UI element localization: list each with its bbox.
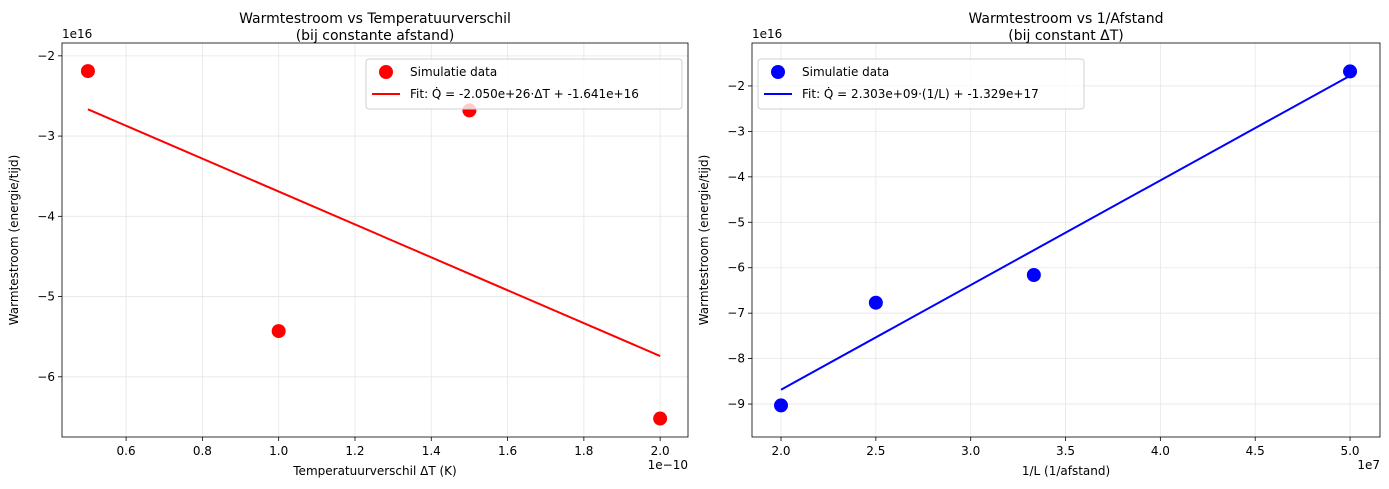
x-tick-label: 0.6: [117, 444, 136, 458]
axes-frame: [751, 42, 1381, 438]
y-tick-label: −9: [727, 397, 745, 411]
data-point: [80, 64, 95, 79]
y-tick-label: −2: [727, 79, 745, 93]
y-offset-label: 1e16: [62, 27, 92, 41]
data-point: [1026, 267, 1041, 282]
legend-box: [757, 58, 1085, 110]
data-point: [653, 411, 668, 426]
y-tick-label: −3: [37, 129, 55, 143]
legend-label: Fit: Q̇ = -2.050e+26·ΔT + -1.641e+16: [410, 87, 639, 101]
legend-box: [365, 58, 683, 110]
x-tick-label: 3.0: [961, 444, 980, 458]
chart-title: Warmtestroom vs Temperatuurverschil: [239, 11, 511, 27]
y-axis-label: Warmtestroom (energie/tijd): [7, 155, 21, 326]
x-tick-label: 3.5: [1056, 444, 1075, 458]
fit-line: [87, 108, 661, 357]
y-tick-label: −2: [37, 49, 55, 63]
data-point: [868, 295, 883, 310]
y-tick-label: −5: [727, 215, 745, 229]
legend-label: Simulatie data: [802, 65, 889, 79]
axes-frame: [61, 42, 689, 438]
legend-label: Fit: Q̇ = 2.303e+09·(1/L) + -1.329e+17: [802, 87, 1039, 101]
x-tick-label: 2.5: [866, 444, 885, 458]
x-tick-label: 0.8: [193, 444, 212, 458]
x-offset-label: 1e7: [1357, 458, 1380, 472]
chart-subtitle: (bij constant ΔT): [1008, 28, 1123, 44]
x-tick-label: 1.4: [422, 444, 441, 458]
chart-subtitle: (bij constante afstand): [296, 28, 455, 44]
x-tick-label: 4.0: [1151, 444, 1170, 458]
x-axis-label: Temperatuurverschil ΔT (K): [292, 464, 456, 478]
data-point: [774, 398, 789, 413]
y-tick-label: −6: [37, 370, 55, 384]
data-point: [1343, 64, 1358, 79]
y-tick-label: −6: [727, 261, 745, 275]
data-point: [271, 324, 286, 339]
y-tick-label: −4: [37, 209, 55, 223]
y-tick-label: −5: [37, 290, 55, 304]
y-tick-label: −7: [727, 306, 745, 320]
chart-title: Warmtestroom vs 1/Afstand: [968, 11, 1163, 27]
x-tick-label: 2.0: [651, 444, 670, 458]
legend-marker-scatter: [771, 65, 785, 79]
fit-line: [780, 74, 1351, 391]
x-tick-label: 1.6: [498, 444, 517, 458]
x-offset-label: 1e−10: [648, 458, 688, 472]
x-tick-label: 1.0: [269, 444, 288, 458]
x-tick-label: 2.0: [771, 444, 790, 458]
y-tick-label: −8: [727, 352, 745, 366]
x-tick-label: 1.2: [345, 444, 364, 458]
y-tick-label: −4: [727, 170, 745, 184]
chart-2: 2.0 2.5 3.0 3.5 4.0 4.5 5.0 −2 −3 −4 −5 −6 −7 −8 −9 War…: [697, 11, 1381, 478]
x-tick-label: 1.8: [574, 444, 593, 458]
x-axis-label: 1/L (1/afstand): [1022, 464, 1110, 478]
legend-marker-scatter: [379, 65, 393, 79]
y-axis-label: Warmtestroom (energie/tijd): [697, 155, 711, 326]
legend: Simulatie data Fit: Q̇ = -2.050e+26·ΔT + …: [365, 58, 683, 110]
legend-label: Simulatie data: [410, 65, 497, 79]
x-tick-label: 5.0: [1340, 444, 1359, 458]
legend: Simulatie data Fit: Q̇ = 2.303e+09·(1/L) …: [757, 58, 1085, 110]
y-offset-label: 1e16: [752, 27, 782, 41]
y-tick-label: −3: [727, 124, 745, 138]
x-tick-label: 4.5: [1246, 444, 1265, 458]
chart-1: 0.6 0.8 1.0 1.2 1.4 1.6 1.8 2.0 −2 −3 −4 −5 −6 Warmte…: [7, 11, 689, 478]
